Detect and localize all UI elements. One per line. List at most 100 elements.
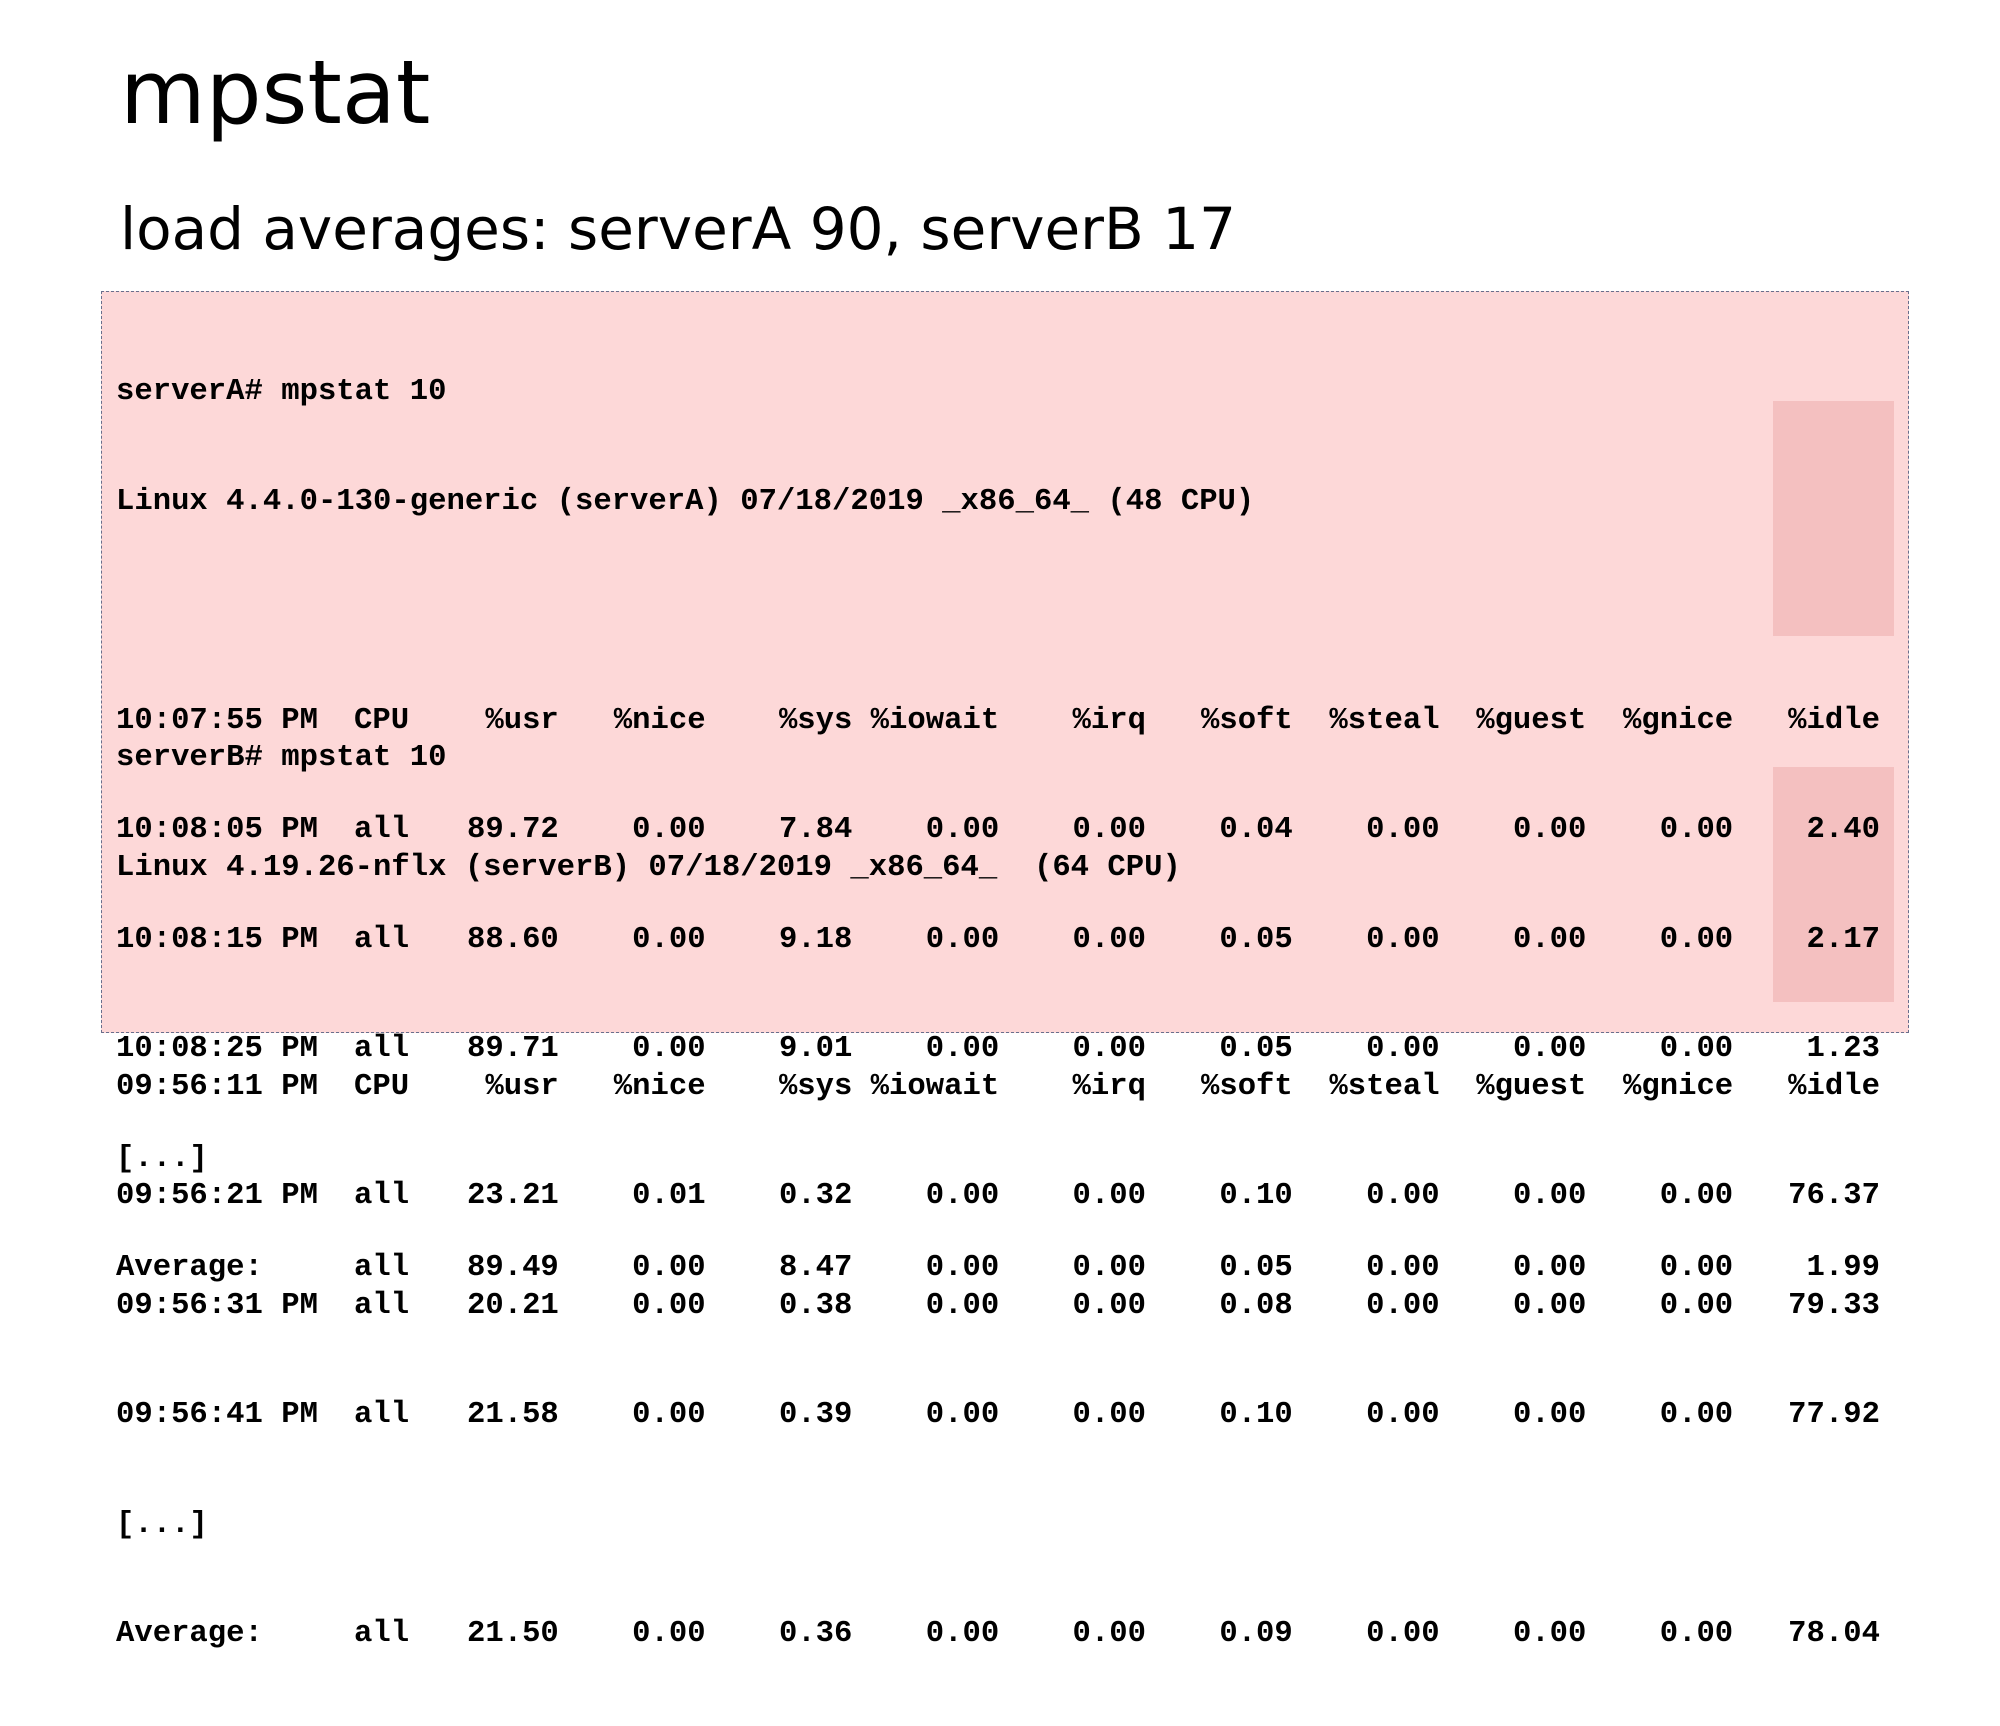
cell-soft: 0.09 [1219, 1617, 1293, 1651]
cell-steal: 0.00 [1366, 813, 1440, 847]
cell-soft: 0.05 [1219, 922, 1293, 957]
cell-soft: %soft [1200, 703, 1293, 738]
system-info-line: Linux 4.4.0-130-generic (serverA) 07/18/… [116, 484, 1255, 519]
command-line: serverA# mpstat 10 [116, 375, 447, 409]
cell-cpu: CPU [354, 1069, 410, 1104]
cell-guest: 0.00 [1512, 1288, 1587, 1323]
cell-usr: 20.21 [467, 1288, 559, 1323]
cell-gnice: 0.00 [1659, 1398, 1734, 1432]
cell-cpu: all [354, 813, 410, 847]
cell-gnice: 0.00 [1659, 1617, 1734, 1651]
cell-nice: 0.00 [632, 1617, 706, 1651]
blank-line [116, 593, 1880, 630]
idle-column-highlight-server-b [1773, 767, 1894, 1002]
cell-time: 10:08:05 PM [116, 813, 318, 847]
cell-usr: %usr [485, 1069, 559, 1104]
cell-usr: %usr [485, 703, 559, 738]
cell-steal: 0.00 [1366, 1398, 1440, 1432]
cell-iowait: %iowait [870, 703, 1000, 738]
cell-idle: 76.37 [1788, 1179, 1880, 1213]
cell-guest: %guest [1476, 1069, 1587, 1104]
cell-soft: 0.10 [1219, 1179, 1293, 1213]
cell-soft: 0.10 [1219, 1398, 1293, 1432]
cell-time: 10:08:25 PM [116, 1032, 318, 1066]
cell-soft: 0.05 [1219, 1032, 1293, 1066]
cell-cpu: all [354, 1288, 410, 1323]
table-row: 10:08:25 PM all 89.71 0.00 9.01 0.00 0.00 0.05 0… [116, 1031, 1880, 1068]
system-info-line: Linux 4.19.26-nflx (serverB) 07/18/2019 … [116, 850, 1181, 885]
cell-sys: 0.32 [778, 1179, 853, 1213]
cell-time: 09:56:31 PM [116, 1288, 318, 1323]
cell-guest: 0.00 [1512, 1398, 1587, 1432]
cell-iowait: 0.00 [925, 1617, 1000, 1651]
cell-usr: 88.60 [467, 922, 559, 957]
cell-irq: 0.00 [1072, 1032, 1146, 1066]
cell-sys: 7.84 [778, 813, 853, 847]
cell-steal: 0.00 [1366, 922, 1440, 957]
cell-time: 09:56:11 PM [116, 1069, 318, 1104]
page-title: mpstat [120, 41, 431, 144]
cell-time: 10:08:15 PM [116, 922, 318, 957]
cell-idle: 78.04 [1788, 1617, 1880, 1651]
cell-irq: %irq [1072, 703, 1146, 738]
cell-sys: 0.39 [778, 1398, 853, 1432]
cell-idle: %idle [1788, 1069, 1880, 1104]
ellipsis-line: [...] [116, 1507, 208, 1542]
cell-cpu: all [354, 1398, 410, 1432]
cell-cpu: all [354, 922, 410, 957]
cell-idle: 77.92 [1788, 1398, 1880, 1432]
cell-idle: 2.40 [1806, 813, 1880, 847]
cell-cpu: CPU [354, 703, 410, 738]
cell-irq: 0.00 [1072, 813, 1146, 847]
cell-iowait: %iowait [870, 1069, 1000, 1104]
cell-soft: 0.04 [1219, 813, 1293, 847]
cell-irq: 0.00 [1072, 922, 1146, 957]
cell-iowait: 0.00 [925, 1288, 1000, 1323]
cell-steal: %steal [1329, 703, 1440, 738]
cell-nice: 0.00 [632, 1398, 706, 1432]
cell-guest: 0.00 [1512, 813, 1587, 847]
cell-nice: 0.00 [632, 922, 706, 957]
table-row: 09:56:21 PM all 23.21 0.01 0.32 0.00 0.00 0.10 0… [116, 1178, 1880, 1215]
cell-gnice: 0.00 [1659, 813, 1734, 847]
cell-iowait: 0.00 [925, 1179, 1000, 1213]
page-subtitle: load averages: serverA 90, serverB 17 [120, 195, 1237, 263]
blank-line [116, 959, 1880, 996]
table-row: 10:08:15 PM all 88.60 0.00 9.18 0.00 0.00 0.05 0… [116, 922, 1880, 959]
cell-soft: %soft [1200, 1069, 1293, 1104]
cell-sys: 0.36 [778, 1617, 853, 1651]
cell-iowait: 0.00 [925, 1032, 1000, 1066]
command-line: serverB# mpstat 10 [116, 741, 447, 775]
server-b-output: serverB# mpstat 10 Linux 4.19.26-nflx (s… [116, 667, 1880, 1726]
cell-irq: 0.00 [1072, 1398, 1146, 1432]
cell-irq: 0.00 [1072, 1288, 1146, 1323]
cell-steal: %steal [1329, 1069, 1440, 1104]
cell-gnice: %gnice [1623, 703, 1734, 738]
cell-gnice: 0.00 [1659, 1179, 1734, 1213]
cell-steal: 0.00 [1366, 1617, 1440, 1651]
cell-cpu: all [354, 1617, 410, 1651]
cell-idle: 2.17 [1806, 922, 1880, 957]
table-row: 09:56:41 PM all 21.58 0.00 0.39 0.00 0.00 0.10 0… [116, 1397, 1880, 1434]
idle-column-highlight-server-a [1773, 401, 1894, 636]
cell-irq: 0.00 [1072, 1617, 1146, 1651]
cell-guest: 0.00 [1512, 1179, 1587, 1213]
cell-gnice: 0.00 [1659, 922, 1734, 957]
table-row: 10:08:05 PM all 89.72 0.00 7.84 0.00 0.00 0.04 0… [116, 812, 1880, 849]
cell-iowait: 0.00 [925, 922, 1000, 957]
cell-gnice: 0.00 [1659, 1288, 1734, 1323]
cell-cpu: all [354, 1179, 410, 1213]
cell-usr: 21.50 [467, 1617, 559, 1651]
cell-time: 09:56:21 PM [116, 1179, 318, 1213]
cell-time: Average: [116, 1617, 263, 1651]
cell-guest: %guest [1476, 703, 1587, 738]
cell-sys: %sys [778, 1069, 853, 1104]
cell-sys: 0.38 [778, 1288, 853, 1323]
cell-steal: 0.00 [1366, 1032, 1440, 1066]
cell-nice: 0.00 [632, 813, 706, 847]
table-header: 09:56:11 PM CPU %usr %nice %sys %iowait %irq %s… [116, 1069, 1880, 1106]
cell-nice: 0.00 [632, 1032, 706, 1066]
cell-nice: %nice [613, 703, 706, 738]
cell-guest: 0.00 [1512, 1032, 1587, 1066]
cell-usr: 23.21 [467, 1179, 559, 1213]
